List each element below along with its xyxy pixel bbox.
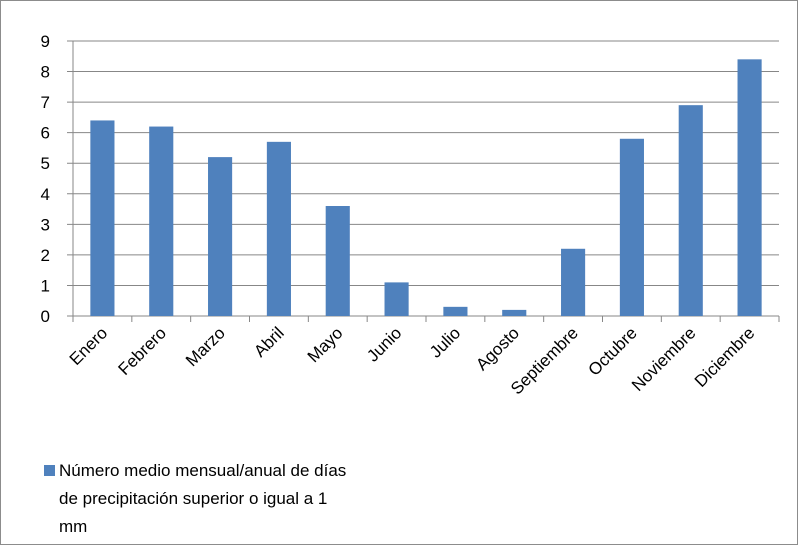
y-tick-label: 9 xyxy=(41,32,50,51)
x-category-label: Junio xyxy=(363,323,405,365)
gridlines xyxy=(67,40,780,322)
x-category-label: Diciembre xyxy=(691,323,759,391)
x-category-label: Marzo xyxy=(182,323,229,370)
bar-marzo xyxy=(208,157,233,316)
y-tick-label: 4 xyxy=(41,185,50,204)
y-tick-label: 5 xyxy=(41,154,50,173)
x-category-label: Octubre xyxy=(585,323,641,379)
x-category-label: Mayo xyxy=(304,323,347,366)
y-axis-tick-labels: 0 1 2 3 4 5 6 7 8 9 xyxy=(41,32,50,326)
bars xyxy=(90,59,762,317)
legend-swatch xyxy=(44,465,55,476)
bar-agosto xyxy=(502,309,527,316)
bar-abril xyxy=(266,141,291,316)
bar-julio xyxy=(443,306,468,316)
x-category-label: Febrero xyxy=(115,323,171,379)
bar-febrero xyxy=(149,126,174,316)
y-tick-label: 1 xyxy=(41,276,50,295)
bar-mayo xyxy=(325,206,350,316)
bar-diciembre xyxy=(737,59,762,316)
y-tick-label: 8 xyxy=(41,63,50,82)
y-tick-label: 7 xyxy=(41,93,50,112)
legend: Número medio mensual/anual de días de pr… xyxy=(44,461,346,536)
x-category-label: Abril xyxy=(250,323,287,360)
y-tick-label: 3 xyxy=(41,215,50,234)
legend-label-line: mm xyxy=(59,517,87,536)
bar-junio xyxy=(384,282,409,316)
legend-label-line: Número medio mensual/anual de días xyxy=(59,461,346,480)
x-category-label: Agosto xyxy=(472,323,523,374)
y-tick-label: 2 xyxy=(41,246,50,265)
legend-label-line: de precipitación superior o igual a 1 xyxy=(59,489,327,508)
x-category-label: Julio xyxy=(426,323,464,361)
bar-enero xyxy=(90,120,115,316)
x-category-label: Noviembre xyxy=(628,323,700,395)
y-tick-label: 0 xyxy=(41,307,50,326)
x-category-label: Enero xyxy=(66,323,112,369)
bar-octubre xyxy=(619,138,644,316)
bar-septiembre xyxy=(561,248,586,316)
y-tick-label: 6 xyxy=(41,124,50,143)
x-axis-category-labels: Enero Febrero Marzo Abril Mayo Junio Julio Agos… xyxy=(66,323,759,398)
bar-noviembre xyxy=(678,105,703,317)
